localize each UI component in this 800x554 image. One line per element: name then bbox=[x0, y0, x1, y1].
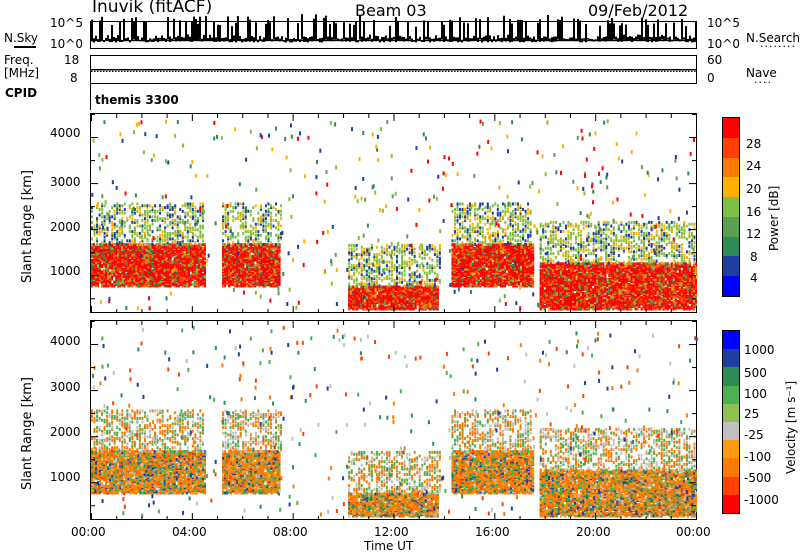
nave-tick-top: 60 bbox=[707, 53, 723, 67]
beam-title: Beam 03 bbox=[355, 1, 427, 20]
freq-panel bbox=[90, 55, 697, 84]
cpid-panel bbox=[90, 84, 697, 110]
nsky-tick-top: 10^5 bbox=[50, 16, 83, 30]
cpid-value: themis 3300 bbox=[95, 93, 179, 107]
nave-tick-bottom: 0 bbox=[707, 71, 715, 85]
power-heatmap-frame bbox=[90, 113, 697, 313]
nsearch-tick-bottom: 10^0 bbox=[707, 37, 740, 51]
nsky-panel bbox=[90, 21, 697, 49]
cpid-label: CPID bbox=[5, 86, 38, 100]
nsky-tick-bottom: 10^0 bbox=[50, 37, 83, 51]
station-title: Inuvik (fitACF) bbox=[92, 0, 213, 17]
freq-tick-bottom: 8 bbox=[70, 71, 78, 85]
nave-dots: ···· bbox=[754, 76, 772, 89]
freq-tick-top: 18 bbox=[64, 53, 80, 67]
freq-label: Freq. bbox=[4, 53, 34, 67]
nsearch-tick-top: 10^5 bbox=[707, 16, 740, 30]
date-title: 09/Feb/2012 bbox=[588, 1, 689, 20]
nsky-label-underline bbox=[14, 46, 36, 48]
freq-unit-label: [MHz] bbox=[4, 66, 40, 80]
nsky-label: N.Sky bbox=[4, 31, 39, 45]
nsearch-dots: ········ bbox=[760, 40, 796, 53]
